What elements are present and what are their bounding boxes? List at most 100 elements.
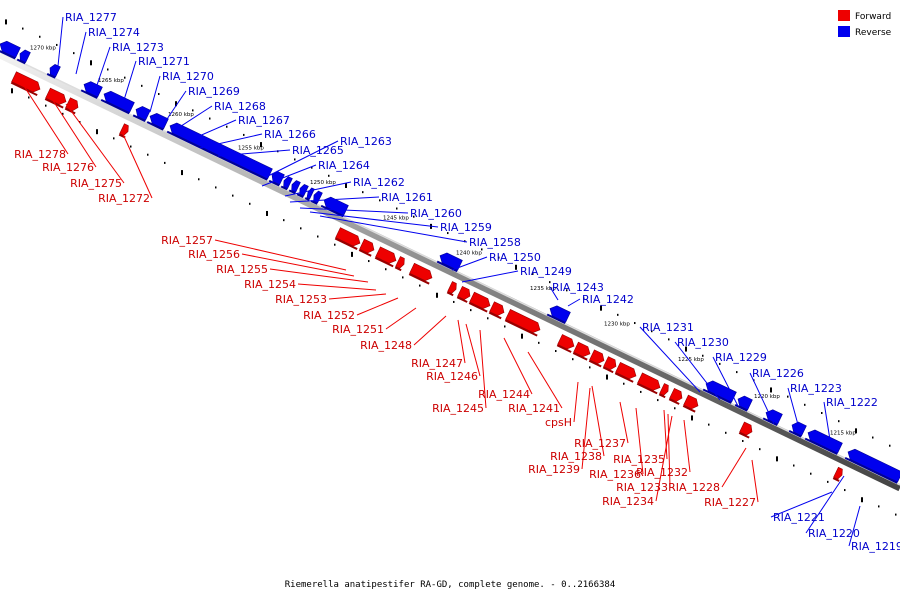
reverse-gene-arrow	[80, 81, 103, 99]
marker-dot	[623, 382, 625, 385]
marker-dot	[334, 243, 336, 246]
leader-line	[567, 298, 581, 307]
gene-body	[135, 106, 151, 121]
marker-dot	[487, 317, 489, 320]
leader-line	[805, 475, 845, 534]
gene-shadow	[166, 130, 268, 181]
gene-shadow	[10, 81, 38, 97]
leader-line	[174, 105, 213, 131]
marker-dot	[657, 399, 659, 402]
marker-dot	[158, 93, 160, 96]
leader-line	[217, 149, 291, 157]
forward-gene-arrow	[488, 301, 505, 320]
leader-line	[284, 181, 352, 197]
marker-dot	[810, 472, 812, 475]
leader-line	[479, 329, 487, 409]
marker-dot	[504, 325, 506, 328]
gene-label-ria-1231: RIA_1231	[642, 321, 694, 334]
gene-shadow	[588, 359, 602, 368]
gene-label-ria-1235: RIA_1235	[613, 453, 665, 466]
reverse-gene-arrow	[734, 395, 753, 412]
gene-shadow	[668, 398, 680, 405]
marker-dot	[311, 166, 313, 169]
leader-line	[57, 16, 64, 67]
marker-dot	[362, 191, 364, 194]
gene-body	[659, 383, 669, 396]
gene-label-ria-1259: RIA_1259	[440, 221, 492, 234]
gene-body	[549, 305, 571, 323]
leader-line	[581, 387, 591, 470]
gene-label-ria-1271: RIA_1271	[138, 55, 190, 68]
reverse-gene-arrow	[146, 113, 169, 131]
gene-label-ria-1261: RIA_1261	[381, 191, 433, 204]
leader-line	[848, 505, 861, 547]
reverse-gene-arrow	[844, 448, 900, 484]
gene-label-ria-1243: RIA_1243	[552, 281, 604, 294]
gene-shadow	[46, 73, 56, 79]
gene-label-cpsh: cpsH	[545, 416, 572, 429]
marker-dot	[379, 199, 381, 202]
marker-dot	[515, 264, 517, 270]
leader-line	[787, 387, 801, 433]
marker-dot	[821, 411, 823, 414]
gene-label-ria-1265: RIA_1265	[292, 144, 344, 157]
gene-shadow	[358, 249, 372, 257]
gene-features	[0, 40, 900, 484]
gene-shadow	[408, 273, 430, 285]
gene-label-ria-1257: RIA_1257	[161, 234, 213, 247]
marker-dot	[130, 145, 132, 148]
marker-dot	[719, 362, 721, 365]
leader-line	[749, 372, 775, 425]
marker-dot	[22, 27, 24, 30]
marker-dot	[56, 43, 58, 46]
leader-line	[503, 337, 533, 395]
gene-label-ria-1267: RIA_1267	[238, 114, 290, 127]
gene-shadow	[334, 237, 358, 250]
marker-dot	[736, 371, 738, 374]
gene-shadow	[614, 372, 634, 383]
gene-label-ria-1276: RIA_1276	[42, 161, 94, 174]
marker-dot	[838, 420, 840, 423]
forward-gene-arrow	[118, 123, 129, 139]
gene-label-ria-1245: RIA_1245	[432, 402, 484, 415]
gene-shadow	[636, 382, 658, 395]
forward-gene-arrow	[602, 356, 617, 374]
gene-body	[375, 246, 397, 264]
gene-shadow	[832, 477, 840, 482]
marker-dot	[589, 366, 591, 369]
marker-dot	[872, 436, 874, 439]
gene-body	[807, 429, 843, 454]
gene-shadow	[64, 107, 76, 115]
gene-label-ria-1222: RIA_1222	[826, 396, 878, 409]
gene-shadow	[804, 437, 838, 455]
tick-label: 1255 kbp	[238, 146, 264, 152]
leader-line	[635, 407, 644, 475]
leader-line	[457, 319, 466, 364]
leader-line	[413, 315, 447, 346]
leader-line	[549, 286, 559, 301]
gene-label-ria-1219: RIA_1219	[851, 540, 900, 553]
gene-shadow	[374, 256, 394, 268]
legend-forward-swatch	[838, 10, 850, 21]
gene-body	[847, 448, 900, 483]
marker-dot	[385, 268, 387, 271]
gene-body	[615, 361, 637, 380]
forward-gene-arrow	[738, 421, 753, 439]
leader-line	[712, 356, 739, 407]
leader-line	[121, 131, 153, 199]
reverse-gene-arrow	[16, 49, 31, 65]
tick-label: 1245 kbp	[383, 215, 409, 221]
genome-caption: Riemerella anatipestifer RA-GD, complete…	[285, 580, 616, 590]
leader-line	[75, 31, 87, 75]
gene-label-ria-1248: RIA_1248	[360, 339, 412, 352]
position-markers	[5, 19, 897, 516]
gene-body	[395, 256, 405, 269]
marker-dot	[175, 101, 177, 107]
leader-line	[261, 164, 317, 187]
marker-dot	[107, 68, 109, 71]
gene-label-ria-1268: RIA_1268	[214, 100, 266, 113]
legend-reverse-label: Reverse	[855, 28, 892, 38]
marker-dot	[11, 88, 13, 94]
forward-gene-arrow	[394, 256, 405, 272]
marker-dot	[702, 354, 704, 357]
